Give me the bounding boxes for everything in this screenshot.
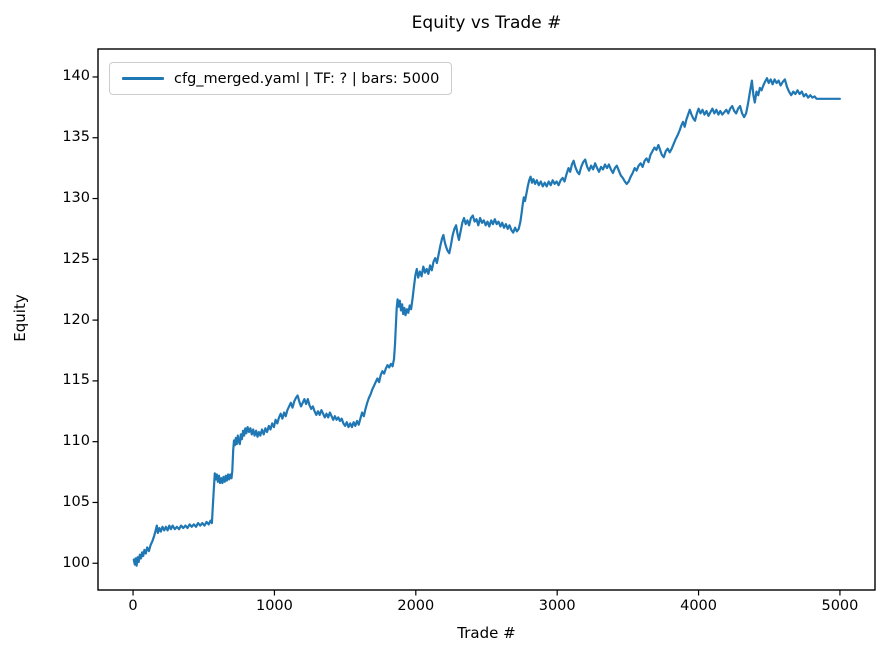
- y-tick-label: 105: [62, 493, 90, 510]
- y-tick-label: 135: [62, 129, 90, 146]
- x-tick-label: 1000: [255, 598, 293, 614]
- y-tick-label: 125: [62, 250, 90, 267]
- legend-line-sample: [122, 77, 164, 80]
- x-axis-label: Trade #: [457, 624, 516, 642]
- y-tick-label: 100: [62, 554, 90, 571]
- x-tick-label: 5000: [821, 598, 859, 614]
- legend: cfg_merged.yaml | TF: ? | bars: 5000: [109, 62, 453, 95]
- x-tick-label: 0: [128, 598, 138, 614]
- y-tick-label: 140: [62, 68, 90, 85]
- equity-line: [132, 77, 841, 567]
- y-tick-label: 130: [62, 190, 90, 207]
- y-tick-label: 110: [62, 433, 90, 450]
- x-tick-label: 3000: [538, 598, 576, 614]
- axes-spines: [97, 48, 876, 591]
- y-axis-label: Equity: [11, 294, 29, 342]
- x-tick-label: 4000: [680, 598, 718, 614]
- chart-title: Equity vs Trade #: [411, 13, 562, 33]
- y-tick-label: 115: [62, 372, 90, 389]
- legend-label: cfg_merged.yaml | TF: ? | bars: 5000: [174, 70, 440, 87]
- x-tick-label: 2000: [397, 598, 435, 614]
- y-tick-label: 120: [62, 311, 90, 328]
